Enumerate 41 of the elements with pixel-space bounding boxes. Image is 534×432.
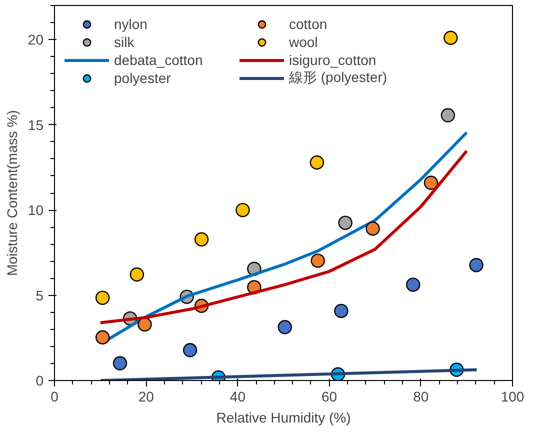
y-tick-label: 20: [28, 32, 44, 48]
x-tick-label: 80: [413, 388, 429, 404]
point: [424, 176, 438, 190]
legend-label: isiguro_cotton: [289, 51, 378, 69]
legend-label: wool: [289, 33, 319, 51]
y-tick-label: 15: [28, 116, 44, 133]
x-tick-label: 100: [500, 388, 524, 404]
point: [194, 232, 209, 246]
point: [95, 330, 110, 344]
point: [278, 320, 292, 334]
x-tick-label: 60: [322, 388, 338, 404]
x-tick-label: 40: [230, 388, 246, 404]
point: [95, 290, 110, 305]
point: [338, 216, 352, 230]
y-tick-label: 5: [36, 287, 44, 304]
point: [112, 356, 128, 370]
point: [334, 304, 348, 318]
point: [440, 108, 456, 122]
legend-label: silk: [114, 33, 136, 51]
legend-label: 線形 (polyester): [289, 69, 388, 87]
point: [236, 202, 250, 218]
x-tick-label: 20: [138, 388, 154, 404]
y-tick-label: 0: [36, 372, 44, 388]
x-axis-title: Relative Humidity (%): [216, 410, 351, 426]
point: [310, 254, 325, 268]
point: [406, 278, 420, 292]
point: [182, 343, 198, 358]
legend-label: cotton: [289, 15, 328, 33]
point: [366, 222, 380, 236]
point: [130, 267, 144, 282]
line-series: [98, 149, 468, 324]
y-tick-label: 10: [28, 202, 44, 218]
legend-label: polyester: [114, 69, 172, 87]
y-axis-title: Moisture Content(mass %): [4, 110, 20, 276]
point: [310, 155, 324, 170]
point: [138, 317, 152, 332]
point: [469, 258, 484, 272]
legend-label: nylon: [114, 15, 148, 33]
legend-label: debata_cotton: [114, 51, 204, 69]
point: [444, 30, 458, 45]
x-tick-label: 0: [50, 388, 59, 404]
